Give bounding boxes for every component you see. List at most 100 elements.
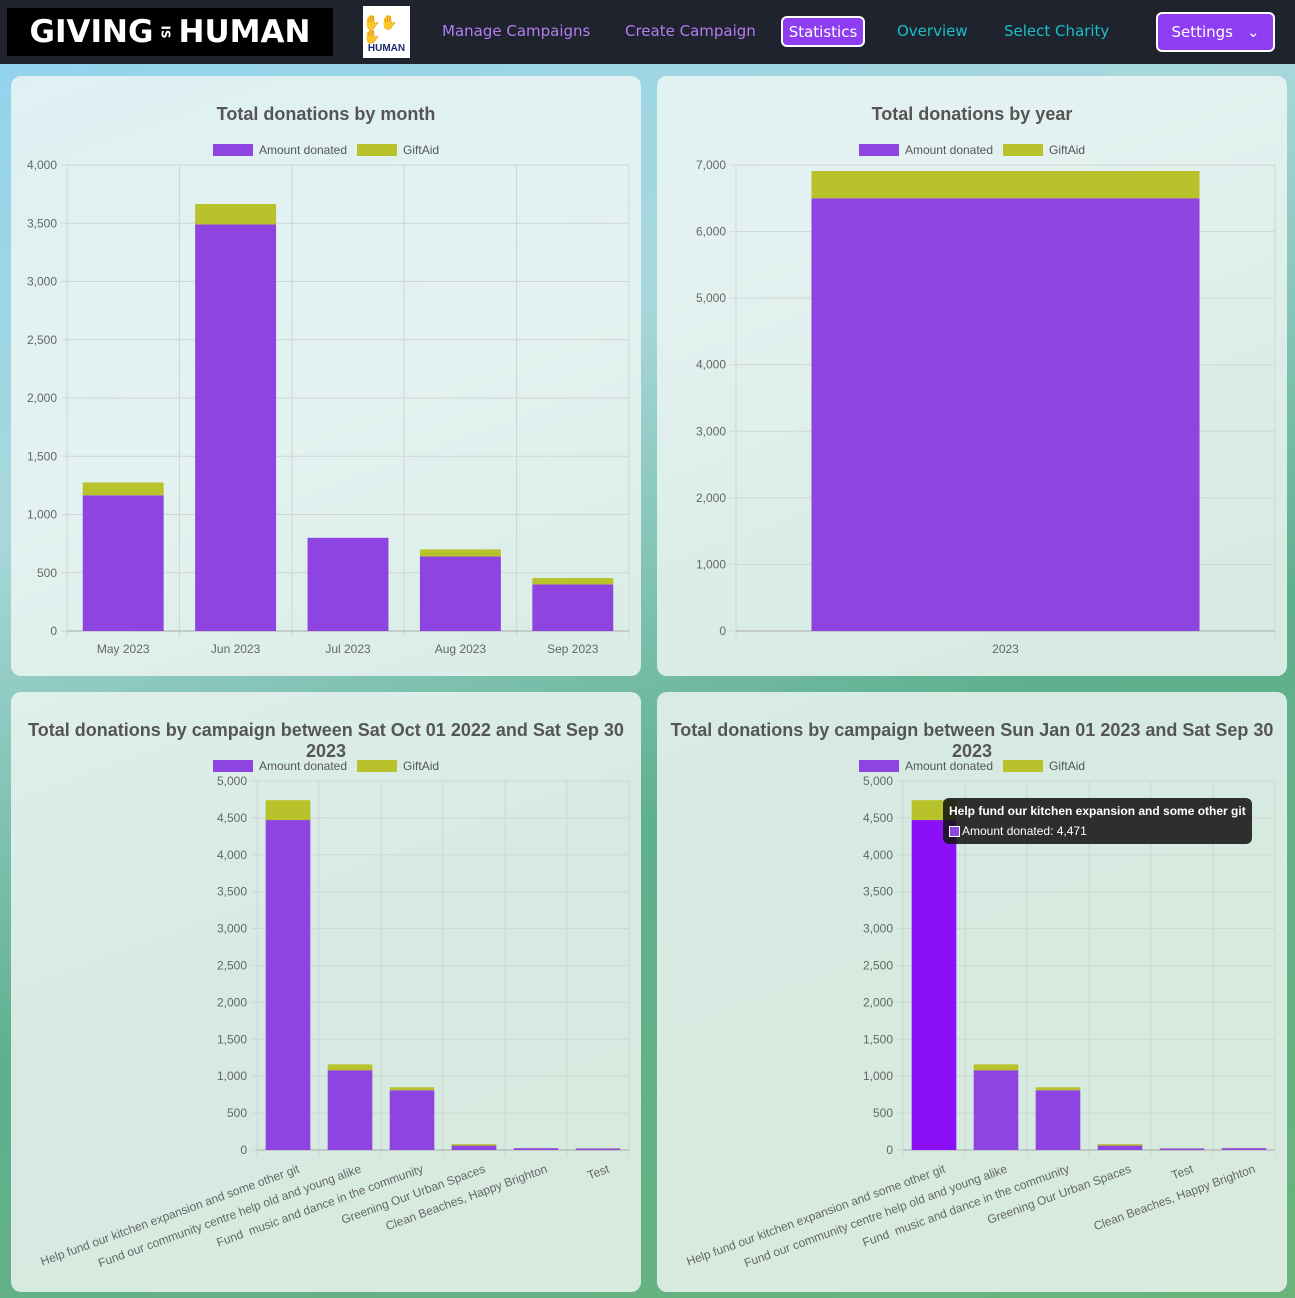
- y-tick-label: 0: [240, 1143, 247, 1157]
- y-tick-label: 7,000: [696, 158, 726, 172]
- legend-giftaid[interactable]: GiftAid: [357, 143, 439, 157]
- y-tick-label: 0: [50, 624, 57, 638]
- tooltip-title: Help fund our kitchen expansion and some…: [949, 804, 1246, 818]
- y-tick-label: 2,500: [863, 959, 893, 973]
- y-tick-label: 5,000: [863, 774, 893, 788]
- legend-amount[interactable]: Amount donated: [212, 143, 347, 157]
- chart-svg: 0 500 1,000 1,500 2,000 2,500 3,000 3,500 4,000 4…: [685, 774, 1276, 1270]
- y-tick-label: 2,000: [217, 995, 247, 1009]
- y-tick-label: 4,000: [863, 848, 893, 862]
- y-tick-label: 1,500: [217, 1032, 247, 1046]
- x-tick-label: May 2023: [97, 642, 150, 656]
- legend-label: Amount donated: [904, 759, 994, 773]
- bar-amount-donated[interactable]: [1221, 1148, 1267, 1150]
- x-tick-label: 2023: [992, 642, 1019, 656]
- legend-giftaid[interactable]: GiftAid: [357, 759, 439, 773]
- bar-amount-donated[interactable]: [1035, 1090, 1081, 1150]
- bar-giftaid[interactable]: [1097, 1144, 1143, 1146]
- y-tick-label: 2,500: [217, 959, 247, 973]
- y-tick-label: 3,000: [27, 275, 57, 289]
- hands-icon: ✋✋✋: [363, 14, 398, 44]
- bar-amount-donated[interactable]: [1159, 1148, 1205, 1150]
- y-tick-label: 1,000: [27, 508, 57, 522]
- bar-giftaid[interactable]: [973, 1064, 1019, 1071]
- chevron-down-icon: ⌄: [1246, 23, 1260, 41]
- bar-amount-donated[interactable]: [811, 198, 1200, 631]
- bar-giftaid[interactable]: [419, 549, 501, 557]
- chart-tooltip: Help fund our kitchen expansion and some…: [943, 798, 1252, 844]
- legend-swatch: [212, 760, 253, 772]
- y-tick-label: 3,500: [863, 885, 893, 899]
- bar-amount-donated[interactable]: [419, 556, 501, 631]
- top-navbar: GIVING IS HUMAN ✋✋✋ HUMAN Manage Campaigns …: [0, 0, 1295, 64]
- giving-is-human-logo[interactable]: GIVING IS HUMAN: [7, 8, 333, 56]
- chart-svg: 0 1,000 2,000 3,000 4,000 5,000 6,000 7,000 2023: [696, 158, 1276, 656]
- charity-logo[interactable]: ✋✋✋ HUMAN: [363, 6, 410, 58]
- x-tick-label: Sep 2023: [547, 642, 599, 656]
- bar-giftaid[interactable]: [82, 482, 164, 496]
- nav-overview[interactable]: Overview: [897, 22, 968, 40]
- legend-amount[interactable]: Amount donated: [858, 759, 994, 773]
- bar-giftaid[interactable]: [195, 204, 277, 225]
- bar-giftaid[interactable]: [532, 577, 614, 585]
- bar-giftaid[interactable]: [451, 1144, 497, 1146]
- nav-statistics[interactable]: Statistics: [781, 16, 865, 47]
- nav-manage-campaigns[interactable]: Manage Campaigns: [442, 22, 591, 40]
- bar-giftaid[interactable]: [1035, 1087, 1081, 1091]
- y-tick-label: 1,500: [27, 449, 57, 463]
- legend-amount[interactable]: Amount donated: [858, 143, 994, 157]
- chart-panel: Total donations by month Amount donated …: [11, 76, 641, 676]
- y-tick-label: 1,000: [217, 1069, 247, 1083]
- y-tick-label: 4,500: [217, 811, 247, 825]
- legend-swatch: [357, 144, 398, 156]
- legend-label: Amount donated: [904, 143, 994, 157]
- bar-amount-donated[interactable]: [911, 820, 957, 1150]
- chart-svg: 0 500 1,000 1,500 2,000 2,500 3,000 3,500 4,000 M…: [27, 158, 630, 656]
- y-tick-label: 6,000: [696, 225, 726, 239]
- bar-amount-donated[interactable]: [1097, 1145, 1143, 1150]
- y-tick-label: 3,000: [863, 922, 893, 936]
- chart-title: Total donations by year: [871, 104, 1073, 124]
- bar-amount-donated[interactable]: [532, 584, 614, 631]
- bar-amount-donated[interactable]: [195, 224, 277, 632]
- y-tick-label: 5,000: [696, 291, 726, 305]
- y-tick-label: 2,000: [863, 995, 893, 1009]
- legend-giftaid[interactable]: GiftAid: [1003, 143, 1085, 157]
- y-tick-label: 4,500: [863, 811, 893, 825]
- bar-giftaid[interactable]: [811, 170, 1200, 199]
- chart-panel: Total donations by campaign between Sun …: [657, 692, 1287, 1292]
- legend-amount[interactable]: Amount donated: [212, 759, 348, 773]
- x-tick-label: Help fund our kitchen expansion and some…: [39, 1161, 302, 1268]
- nav-create-campaign[interactable]: Create Campaign: [625, 22, 756, 40]
- chart-svg: 0 500 1,000 1,500 2,000 2,500 3,000 3,500 4,000 4…: [39, 774, 630, 1270]
- y-tick-label: 5,000: [217, 774, 247, 788]
- y-tick-label: 3,000: [217, 922, 247, 936]
- bar-amount-donated[interactable]: [82, 495, 164, 631]
- bar-giftaid[interactable]: [389, 1087, 435, 1091]
- logo-text: IS: [158, 25, 173, 39]
- bar-amount-donated[interactable]: [265, 820, 311, 1150]
- bar-giftaid[interactable]: [265, 800, 311, 821]
- bar-amount-donated[interactable]: [389, 1090, 435, 1150]
- bar-giftaid[interactable]: [327, 1064, 373, 1071]
- nav-select-charity[interactable]: Select Charity: [1004, 22, 1110, 40]
- tooltip-value: Amount donated: 4,471: [962, 824, 1087, 838]
- y-tick-label: 2,000: [696, 491, 726, 505]
- bar-amount-donated[interactable]: [513, 1148, 559, 1150]
- bar-amount-donated[interactable]: [451, 1145, 497, 1150]
- legend-label: GiftAid: [1049, 759, 1086, 773]
- y-tick-label: 1,000: [696, 557, 726, 571]
- legend-giftaid[interactable]: GiftAid: [1003, 759, 1085, 773]
- chart-title: Total donations by month: [216, 104, 436, 124]
- chart-title: Total donations by campaign between Sat …: [28, 720, 624, 761]
- bar-amount-donated[interactable]: [327, 1070, 373, 1150]
- y-tick-label: 2,000: [27, 391, 57, 405]
- legend-swatch: [949, 825, 960, 837]
- y-tick-label: 1,500: [863, 1032, 893, 1046]
- y-tick-label: 4,000: [696, 358, 726, 372]
- bar-amount-donated[interactable]: [973, 1070, 1019, 1150]
- bar-amount-donated[interactable]: [575, 1148, 621, 1150]
- bar-amount-donated[interactable]: [307, 537, 389, 631]
- settings-dropdown[interactable]: Settings ⌄: [1156, 12, 1275, 52]
- legend-label: Amount donated: [258, 759, 348, 773]
